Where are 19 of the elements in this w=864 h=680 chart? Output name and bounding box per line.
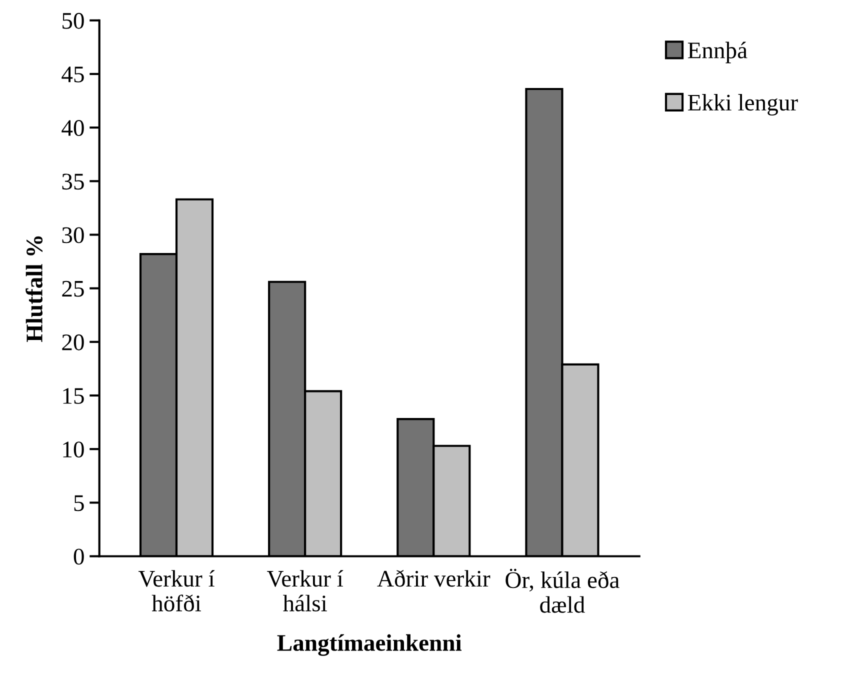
- y-tick-label: 45: [62, 66, 84, 82]
- y-tick-label: 0: [74, 548, 84, 565]
- y-tick-label: 35: [62, 174, 84, 190]
- y-axis-title: Hlutfall %: [26, 236, 43, 342]
- x-tick-label: Aðrir verkir: [377, 570, 490, 587]
- x-axis-title: Langtímaeinkenni: [277, 634, 462, 656]
- y-tick-label: 40: [62, 120, 84, 136]
- y-tick-label: 15: [63, 388, 84, 404]
- y-tick-label: 5: [74, 495, 84, 512]
- y-tick-label: 30: [62, 227, 84, 244]
- y-tick-label: 25: [62, 280, 84, 297]
- y-tick-label: 50: [62, 12, 84, 29]
- y-tick-label: 20: [62, 334, 84, 350]
- x-tick-label: Verkur í hálsi: [266, 570, 344, 612]
- legend-label: Ekki lengur: [688, 94, 798, 116]
- y-tick-label: 10: [63, 442, 84, 458]
- x-tick-label: Verkur í höfði: [138, 570, 215, 612]
- legend-label: Ennþá: [688, 42, 748, 64]
- x-tick-label: Ör, kúla eða dæld: [506, 568, 620, 613]
